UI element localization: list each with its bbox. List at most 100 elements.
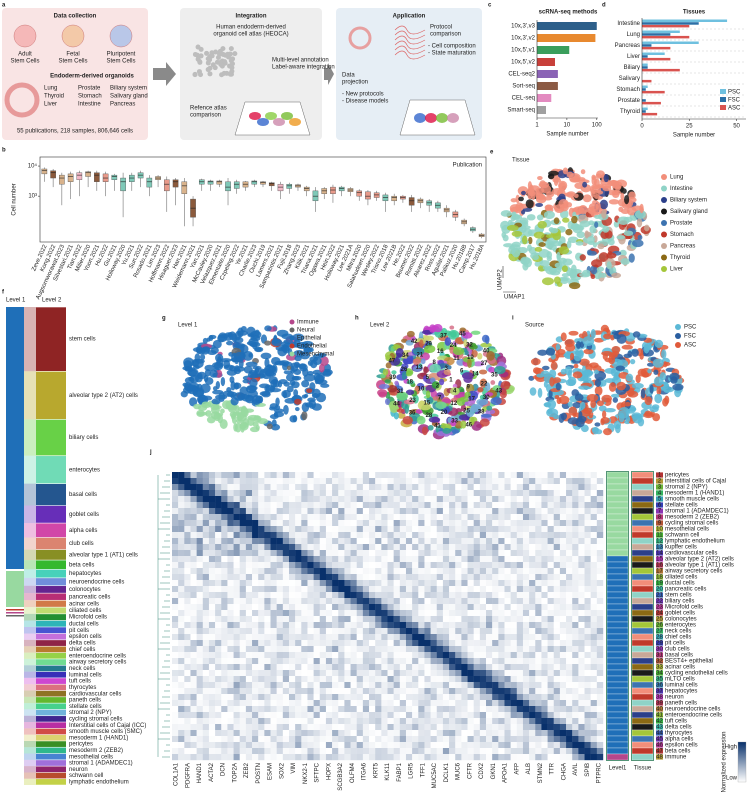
heat-cell: [258, 604, 265, 611]
heat-cell: [504, 670, 511, 677]
heat-cell: [184, 490, 191, 497]
heat-cell: [553, 520, 561, 527]
heat-cell: [381, 634, 388, 641]
heat-cell: [590, 550, 598, 557]
umap-cell: [543, 210, 555, 220]
umap-cell: [539, 180, 547, 188]
heat-cell: [245, 592, 253, 599]
heat-cell: [375, 556, 382, 563]
heat-cell: [522, 568, 530, 575]
heat-cell: [178, 646, 185, 653]
heat-cell: [572, 700, 579, 707]
umap-cell: [510, 198, 518, 203]
heat-cell: [362, 574, 370, 581]
heat-cell: [393, 664, 401, 671]
heat-cell: [492, 532, 499, 539]
category-label: 10x,3',v2: [511, 36, 535, 42]
heat-cell: [282, 598, 290, 605]
heat-cell: [412, 532, 419, 539]
heat-cell: [473, 544, 481, 551]
heat-cell: [393, 622, 401, 629]
heat-cell: [282, 562, 290, 569]
umap-cell: [220, 376, 226, 387]
heat-cell: [498, 502, 505, 509]
heat-cell: [252, 634, 259, 641]
heat-cell: [492, 562, 499, 569]
heat-cell: [442, 640, 450, 647]
heat-cell: [553, 688, 561, 695]
heat-cell: [393, 514, 401, 521]
heat-cell: [369, 682, 376, 689]
heat-cell: [276, 496, 284, 503]
heat-cell: [295, 604, 302, 611]
heat-cell: [252, 586, 259, 593]
cluster-label: 41: [434, 424, 441, 430]
heat-cell: [449, 472, 456, 479]
box: [277, 183, 284, 192]
heat-cell: [486, 478, 493, 485]
level2-block: [36, 307, 66, 371]
heat-cell: [559, 694, 567, 701]
heat-cell: [572, 694, 579, 701]
heat-cell: [486, 490, 493, 497]
heat-cell: [504, 592, 511, 599]
umap-cell: [522, 262, 529, 271]
heat-cell: [399, 580, 407, 587]
heat-cell: [172, 586, 179, 593]
heat-cell: [479, 472, 487, 479]
heat-cell: [399, 682, 407, 689]
heat-cell: [369, 538, 376, 545]
heat-cell: [190, 694, 197, 701]
heat-cell: [522, 598, 530, 605]
legend-label: ASC: [684, 343, 697, 349]
atlas-dot: [227, 51, 233, 57]
heat-cell: [547, 706, 554, 713]
heat-cell: [553, 556, 561, 563]
heat-cell: [178, 598, 185, 605]
cluster-label: 5: [426, 375, 430, 381]
heat-cell: [467, 634, 474, 641]
heat-cell: [190, 550, 197, 557]
heat-cell: [547, 694, 554, 701]
heat-cell: [369, 706, 376, 713]
umap-cell: [652, 413, 661, 422]
cluster-label: 33: [451, 418, 458, 424]
heat-cell: [399, 706, 407, 713]
heat-cell: [492, 544, 499, 551]
heat-cell: [455, 550, 462, 557]
heat-cell: [233, 658, 240, 665]
heat-cell: [338, 472, 345, 479]
heat-cell: [559, 592, 567, 599]
umap-cell: [245, 361, 258, 367]
cluster-label: 3: [444, 366, 448, 372]
heat-cell: [387, 628, 394, 635]
heat-cell: [307, 592, 314, 599]
heat-cell: [418, 526, 425, 533]
heat-cell: [264, 490, 271, 497]
heat-cell: [221, 622, 228, 629]
heat-cell: [381, 592, 388, 599]
heat-cell: [504, 682, 511, 689]
umap-cell: [322, 370, 332, 377]
umap-cell: [610, 393, 621, 398]
heat-cell: [492, 580, 499, 587]
heat-cell: [522, 640, 530, 647]
heat-cell: [313, 508, 320, 515]
heat-cell: [572, 490, 579, 497]
umap-cell: [182, 386, 193, 394]
heat-cell: [510, 544, 517, 551]
heat-cell: [344, 478, 351, 485]
heat-cell: [221, 508, 228, 515]
heat-cell: [510, 652, 517, 659]
heat-cell: [498, 532, 505, 539]
heat-cell: [529, 604, 536, 611]
heat-cell: [196, 658, 203, 665]
heat-cell: [196, 490, 203, 497]
heat-cell: [430, 532, 437, 539]
heat-cell: [541, 676, 548, 683]
heat-cell: [559, 472, 567, 479]
heat-cell: [436, 502, 444, 509]
heat-cell: [572, 634, 579, 641]
heat-cell: [276, 610, 284, 617]
heat-cell: [276, 616, 284, 623]
